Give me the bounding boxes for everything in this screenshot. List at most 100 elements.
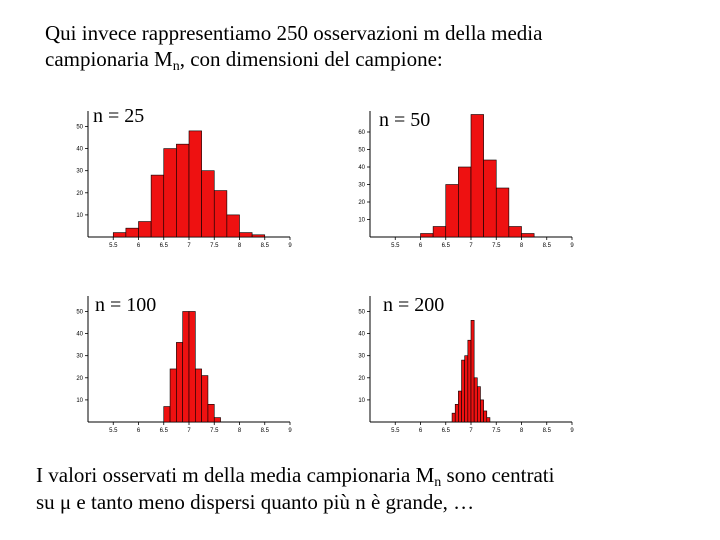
x-tick-label: 5.5 — [391, 243, 400, 249]
histogram-bar — [176, 143, 190, 238]
histogram-bar — [213, 417, 221, 423]
histogram-bar — [521, 233, 535, 238]
x-tick-label: 8 — [520, 243, 524, 249]
x-tick-label: 7.5 — [492, 428, 501, 434]
x-tick-label: 8.5 — [543, 428, 552, 434]
intro-line-1: Qui invece rappresentiamo 250 osservazio… — [45, 21, 543, 45]
y-tick-label: 10 — [358, 218, 365, 224]
histogram-bar — [251, 234, 266, 238]
histogram-bar — [163, 148, 177, 238]
histogram-bar — [195, 368, 202, 423]
x-tick-label: 5.5 — [391, 428, 400, 434]
y-tick-label: 10 — [358, 398, 365, 404]
y-tick-label: 50 — [358, 309, 365, 315]
histogram-bar — [495, 187, 510, 238]
intro-text: Qui invece rappresentiamo 250 osservazio… — [45, 20, 685, 74]
histogram-bar — [112, 232, 127, 238]
histogram-bar — [467, 339, 472, 423]
y-tick-label: 20 — [358, 200, 365, 206]
x-tick-label: 7.5 — [210, 243, 219, 249]
histogram-bar — [473, 377, 478, 423]
y-tick-label: 20 — [76, 376, 83, 382]
histogram-bar — [213, 190, 228, 238]
histogram-bar — [188, 130, 202, 238]
x-tick-label: 8 — [238, 428, 242, 434]
histogram-bar — [470, 114, 484, 238]
x-tick-label: 6 — [137, 243, 141, 249]
y-tick-label: 10 — [76, 398, 83, 404]
histogram-bar — [451, 412, 456, 423]
histogram-bar — [464, 355, 469, 423]
y-tick-label: 60 — [358, 130, 365, 136]
histogram-bar — [239, 232, 253, 238]
x-tick-label: 6 — [137, 428, 141, 434]
x-tick-label: 8 — [520, 428, 524, 434]
histogram-bar — [176, 342, 183, 423]
histogram-n50: 10 20 30 40 50 60 5.5 6 6.5 7 7.5 8 8.5 9 — [358, 111, 574, 249]
histogram-bar — [138, 221, 152, 238]
x-tick-label: 6.5 — [442, 243, 451, 249]
histogram-bar — [226, 214, 240, 238]
histogram-bar — [445, 184, 459, 238]
x-tick-label: 6.5 — [442, 428, 451, 434]
x-tick-label: 9 — [288, 243, 292, 249]
x-tick-label: 9 — [570, 428, 574, 434]
x-tick-label: 9 — [288, 428, 292, 434]
x-tick-label: 8.5 — [543, 243, 552, 249]
histogram-panel-n50: 10 20 30 40 50 60 5.5 6 6.5 7 7.5 8 8.5 9 n = 50 — [342, 105, 582, 265]
y-tick-label: 50 — [76, 124, 83, 130]
histogram-bar — [458, 390, 462, 423]
histogram-panel-n100: 10 20 30 40 50 5.5 6 6.5 7 7.5 8 8.5 9 n = 100 — [60, 290, 300, 450]
histogram-bar — [461, 359, 465, 423]
outro-line-1a: I valori osservati m della media campion… — [36, 463, 435, 487]
histogram-bar — [432, 226, 447, 238]
panel-label-n25: n = 25 — [90, 105, 148, 127]
panel-label-n200: n = 200 — [380, 294, 448, 316]
histogram-panel-n200: 10 20 30 40 50 5.5 6 6.5 7 7.5 8 8.5 9 n = 200 — [342, 290, 582, 450]
histogram-bar — [125, 227, 139, 238]
histogram-n200: 10 20 30 40 50 5.5 6 6.5 7 7.5 8 8.5 9 — [358, 296, 574, 434]
y-tick-label: 20 — [76, 191, 83, 197]
y-tick-label: 30 — [358, 354, 365, 360]
y-tick-label: 10 — [76, 213, 83, 219]
histogram-panel-n25: 10 20 30 40 50 5.5 6 6.5 7 7.5 8 8.5 9 n = 25 — [60, 105, 300, 265]
histogram-bar — [163, 406, 171, 423]
panel-label-n50: n = 50 — [376, 109, 434, 131]
histogram-bar — [508, 226, 522, 238]
x-tick-label: 7.5 — [492, 243, 501, 249]
x-tick-label: 8.5 — [261, 243, 270, 249]
x-tick-label: 7.5 — [210, 428, 219, 434]
y-tick-label: 40 — [76, 147, 83, 153]
histogram-bar — [182, 311, 190, 423]
y-tick-label: 30 — [358, 183, 365, 189]
x-tick-label: 5.5 — [109, 243, 118, 249]
outro-line-1b: sono centrati — [441, 463, 555, 487]
histogram-bar — [201, 170, 215, 238]
x-tick-label: 6 — [419, 243, 423, 249]
histogram-bar — [454, 404, 459, 423]
histogram-bar — [188, 311, 196, 423]
histogram-bar — [169, 368, 177, 423]
outro-line-2: su μ e tanto meno dispersi quanto più n … — [36, 490, 475, 514]
histogram-bar — [480, 399, 484, 423]
x-tick-label: 5.5 — [109, 428, 118, 434]
y-tick-label: 40 — [358, 332, 365, 338]
histogram-bar — [207, 404, 215, 423]
histogram-bar — [486, 417, 491, 423]
histogram-bar — [458, 166, 472, 238]
histogram-bar — [477, 386, 481, 423]
y-tick-label: 30 — [76, 169, 83, 175]
histogram-bar — [483, 410, 488, 423]
panel-label-n100: n = 100 — [92, 294, 160, 316]
x-tick-label: 7 — [187, 243, 191, 249]
intro-line-2a: campionaria M — [45, 47, 173, 71]
y-tick-label: 30 — [76, 354, 83, 360]
y-tick-label: 40 — [76, 332, 83, 338]
histogram-bar — [201, 375, 209, 423]
outro-subscript: n — [434, 475, 442, 490]
x-tick-label: 7 — [469, 428, 473, 434]
histogram-n100: 10 20 30 40 50 5.5 6 6.5 7 7.5 8 8.5 9 — [76, 296, 292, 434]
y-tick-label: 50 — [76, 309, 83, 315]
x-tick-label: 6 — [419, 428, 423, 434]
histogram-bar — [470, 320, 475, 423]
